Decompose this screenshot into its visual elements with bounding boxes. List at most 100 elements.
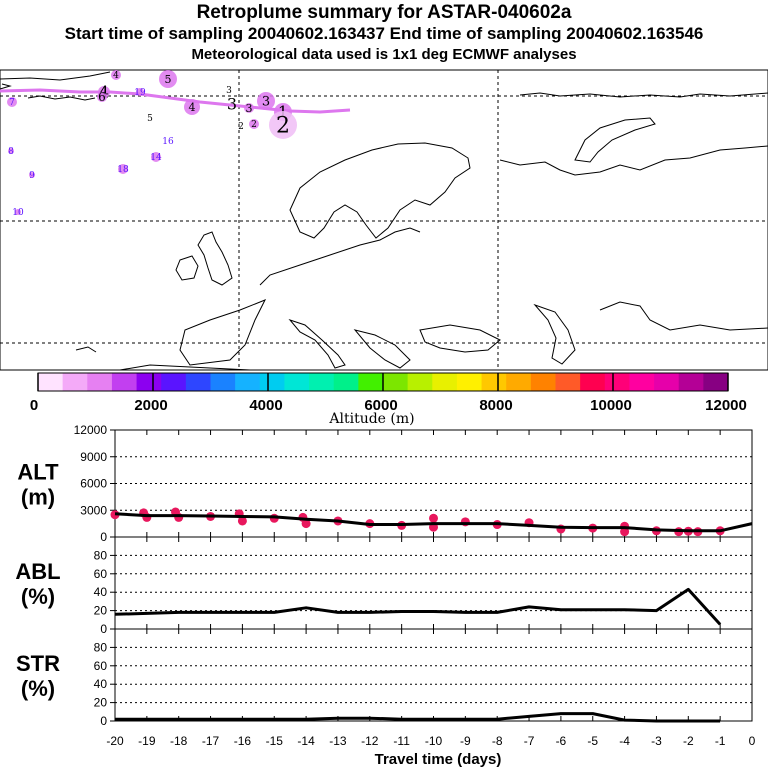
y-tick-label: 0 <box>100 622 107 636</box>
x-tick-label: -10 <box>425 734 443 748</box>
x-tick-label: -16 <box>234 734 252 748</box>
plume-label: 4 <box>99 83 109 102</box>
plume-marker <box>159 70 177 88</box>
altitude-point <box>429 513 438 523</box>
colorbar-swatch <box>38 373 64 391</box>
coastline-greenland <box>0 71 111 81</box>
sampling-time-line: Start time of sampling 20040602.163437 E… <box>64 24 704 43</box>
altitude-point <box>237 516 247 526</box>
y-tick-label: 60 <box>94 659 108 673</box>
colorbar-label: Altitude (m) <box>328 411 414 427</box>
colorbar-tick-label: 2000 <box>134 397 167 414</box>
y-tick-label: 0 <box>100 714 107 728</box>
plume-marker <box>111 70 121 80</box>
x-tick-label: 0 <box>749 734 756 748</box>
meteorological-data-line: Meteorological data used is 1x1 deg ECMW… <box>191 46 577 63</box>
panel-frame <box>114 536 753 630</box>
coastline-central-asia <box>599 301 768 331</box>
colorbar-swatch <box>259 373 285 391</box>
y-tick-label: 20 <box>94 696 108 710</box>
x-tick-label: -4 <box>619 734 630 748</box>
x-tick-label: -7 <box>524 734 535 748</box>
y-tick-label: 0 <box>100 530 107 544</box>
plume-label: 2 <box>276 114 290 139</box>
series-line <box>115 712 721 723</box>
str-panel: 80 60 40 20 0 STR(%) <box>16 628 753 728</box>
travel-time-axis: -20 -19 -18 -17 -16 -15 -14 -13 -12 -11 -10 -9 -8 -7-… <box>106 734 755 748</box>
x-tick-label: -13 <box>329 734 347 748</box>
colorbar-swatch <box>161 373 187 391</box>
plume-label: 5 <box>165 73 172 86</box>
colorbar-tick-label: 12000 <box>705 397 747 414</box>
plume-marker <box>184 99 200 115</box>
plume-labels: 122233334445567891014161819 <box>7 70 297 218</box>
x-tick-label: -15 <box>266 734 284 748</box>
plume-marker <box>29 172 35 178</box>
plume-label: 7 <box>9 98 15 108</box>
plume-marker <box>249 119 259 129</box>
coastline-ireland <box>175 255 199 281</box>
y-tick-label: 40 <box>94 677 108 691</box>
plume-marker <box>8 148 14 154</box>
y-tick-label: 9000 <box>80 450 107 464</box>
colorbar-swatch <box>654 373 680 391</box>
colorbar-swatch <box>530 373 556 391</box>
plume-label: 10 <box>12 208 24 218</box>
plume-label: 4 <box>113 71 119 81</box>
colorbar-swatch <box>383 373 409 391</box>
coastline-scandinavia <box>289 142 471 239</box>
colorbar-swatch <box>604 373 630 391</box>
x-tick-label: -19 <box>138 734 156 748</box>
coastline-novaya-zemlya <box>574 117 656 163</box>
x-tick-label: -6 <box>556 734 567 748</box>
plume-marker <box>136 88 144 96</box>
altitude-panel: 12000 9000 6000 3000 0 ALT(m) <box>17 423 753 544</box>
x-tick-label: -1 <box>715 734 726 748</box>
y-tick-label: 12000 <box>74 423 108 437</box>
colorbar-tick-label: 4000 <box>249 397 282 414</box>
plume-marker <box>7 97 17 107</box>
plume-label: 14 <box>150 153 162 163</box>
colorbar-swatch <box>629 373 655 391</box>
colorbar-tick-label: 6000 <box>364 397 397 414</box>
y-tick-label: 3000 <box>80 503 107 517</box>
y-axis-title: ALT <box>17 460 59 485</box>
y-tick-label: 60 <box>94 567 108 581</box>
plume-label: 3 <box>227 95 237 114</box>
colorbar-swatch <box>678 373 704 391</box>
x-tick-label: -12 <box>361 734 379 748</box>
x-tick-label: -20 <box>106 734 124 748</box>
plume-label: 8 <box>8 147 14 157</box>
colorbar-swatch <box>111 373 138 391</box>
chart-title: Retroplume summary for ASTAR-040602a <box>196 2 572 23</box>
y-tick-label: 80 <box>94 640 108 654</box>
coastline-balkans <box>353 329 411 369</box>
plume-marker <box>97 92 107 102</box>
y-axis-title: (%) <box>21 584 55 609</box>
plume-marker <box>244 103 254 113</box>
colorbar-swatch <box>333 373 359 391</box>
colorbar-swatch <box>703 373 729 391</box>
coastline-great-britain <box>197 231 233 286</box>
colorbar-tick-labels: 0 2000 4000 6000 8000 10000 12000 <box>30 373 747 414</box>
colorbar-swatch <box>358 373 384 391</box>
coastline-atlantic-islands <box>75 346 97 353</box>
x-tick-label: -3 <box>651 734 662 748</box>
colorbar-tick-label: 0 <box>30 397 38 414</box>
x-axis-title: Travel time (days) <box>375 751 502 768</box>
coastline-black-sea <box>419 324 501 353</box>
plume-centerline <box>0 88 351 114</box>
altitude-point <box>620 527 630 537</box>
coastline-iberia <box>179 299 267 366</box>
colorbar-swatch <box>235 373 261 391</box>
colorbar-swatch <box>432 373 458 391</box>
colorbar-swatch <box>456 373 483 391</box>
colorbar-swatch <box>580 373 606 391</box>
panel-frame <box>114 628 753 722</box>
coastline-italy <box>288 318 346 369</box>
coastline-caspian <box>533 303 576 365</box>
plume-label: 18 <box>117 165 129 175</box>
x-tick-label: -11 <box>393 734 410 748</box>
plume-track <box>0 88 351 114</box>
coastline-arctic <box>519 92 768 98</box>
